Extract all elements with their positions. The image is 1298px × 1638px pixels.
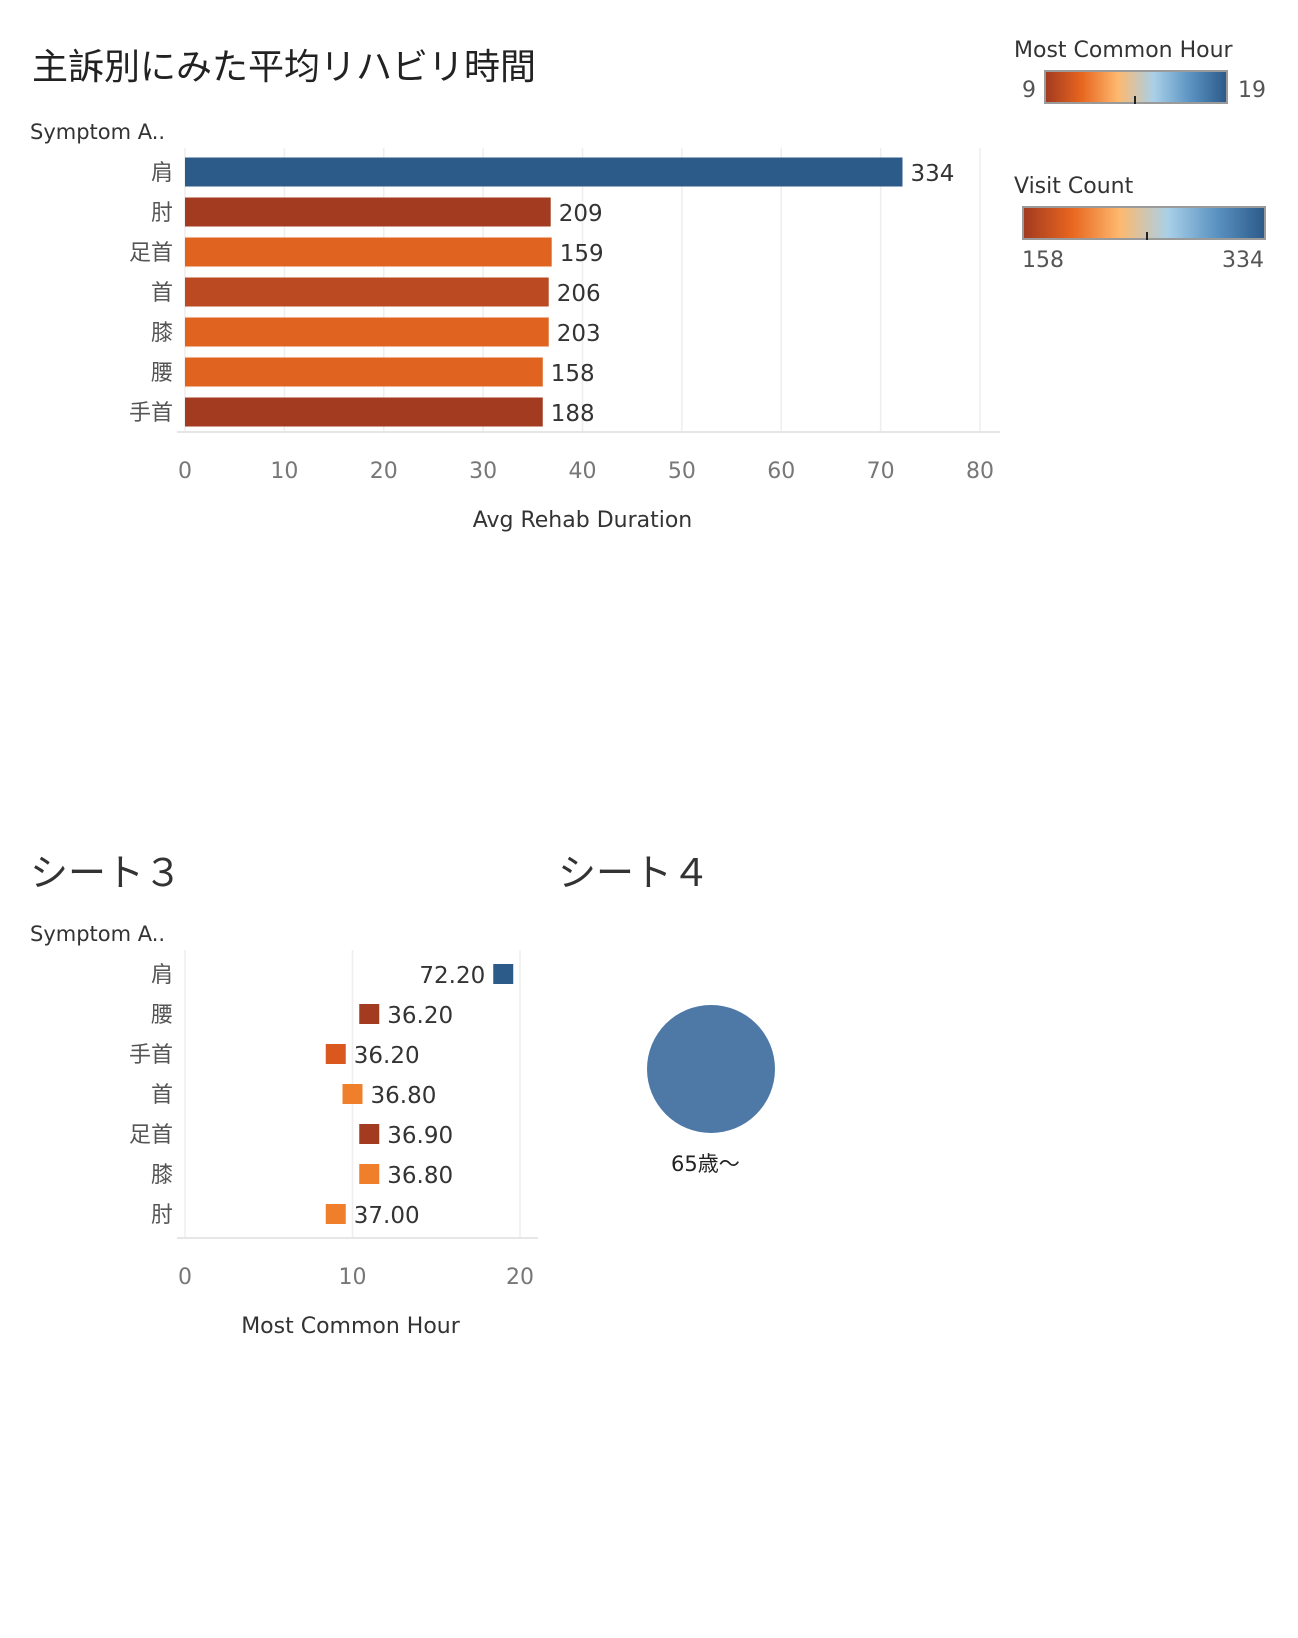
dot-chart-field-header: Symptom A.. xyxy=(30,922,166,946)
bar-chart-bar xyxy=(185,197,551,227)
bar-chart-x-tick-label: 60 xyxy=(767,459,795,484)
bubble-label: 65歳〜 xyxy=(671,1152,740,1176)
bar-chart-bar xyxy=(185,317,549,347)
hour-legend-min-label: 9 xyxy=(1022,78,1036,103)
bar-chart-data-label: 158 xyxy=(551,361,595,387)
dot-chart-category-label: 肘 xyxy=(151,1203,173,1228)
bar-chart-data-label: 159 xyxy=(560,241,604,267)
bar-chart-category-label: 肩 xyxy=(151,161,173,186)
bar-chart-category-label: 膝 xyxy=(151,321,173,346)
age-group-bubble[interactable] xyxy=(647,1005,775,1133)
dot-chart-mark xyxy=(359,1164,380,1184)
dot-chart-data-label: 36.20 xyxy=(387,1003,453,1029)
bar-chart-category-label: 腰 xyxy=(151,361,173,386)
dot-chart-x-tick-label: 0 xyxy=(178,1265,192,1290)
visit-legend-max-label: 334 xyxy=(1222,248,1264,273)
dot-chart-category-label: 首 xyxy=(151,1083,173,1108)
dot-chart-x-tick-label: 10 xyxy=(339,1265,367,1290)
bar-chart-x-tick-label: 80 xyxy=(966,459,994,484)
dot-chart-category-label: 肩 xyxy=(151,963,173,988)
dot-chart-mark xyxy=(359,1004,380,1024)
visit-legend-marker xyxy=(1146,232,1149,240)
dot-chart-x-axis-title: Most Common Hour xyxy=(241,1314,461,1339)
visit-legend-min-label: 158 xyxy=(1022,248,1064,273)
visit-legend-gradient xyxy=(1022,206,1266,240)
bar-chart-bar xyxy=(185,237,552,267)
bar-chart-category-label: 首 xyxy=(151,281,173,306)
dot-chart-mark xyxy=(342,1084,363,1104)
bar-chart-data-label: 209 xyxy=(559,201,603,227)
visit-legend-title: Visit Count xyxy=(1014,174,1134,199)
dot-chart-mark xyxy=(325,1044,346,1064)
dot-chart-mark xyxy=(493,964,514,984)
sheet4-title: シート４ xyxy=(558,851,711,895)
bar-chart-data-label: 188 xyxy=(551,401,595,427)
bar-chart-data-label: 206 xyxy=(557,281,601,307)
dot-chart-data-label: 36.20 xyxy=(354,1043,420,1069)
dot-chart-category-label: 腰 xyxy=(151,1003,173,1028)
bar-chart-x-tick-label: 30 xyxy=(469,459,497,484)
bar-chart-category-label: 手首 xyxy=(129,401,173,426)
bar-chart-bar xyxy=(185,397,543,427)
dot-chart-category-label: 足首 xyxy=(129,1123,173,1148)
dot-chart-mark xyxy=(359,1124,380,1144)
bar-chart-field-header: Symptom A.. xyxy=(30,120,166,144)
bar-chart-bar xyxy=(185,357,543,387)
dot-chart-data-label: 72.20 xyxy=(419,963,485,989)
dot-chart-data-label: 36.80 xyxy=(371,1083,437,1109)
bar-chart-x-tick-label: 10 xyxy=(270,459,298,484)
sheet3-title: シート３ xyxy=(30,851,183,895)
dot-chart-category-label: 膝 xyxy=(151,1163,173,1188)
hour-legend-title: Most Common Hour xyxy=(1014,38,1233,63)
bar-chart-x-tick-label: 40 xyxy=(569,459,597,484)
bar-chart-category-label: 肘 xyxy=(151,201,173,226)
hour-legend-gradient xyxy=(1044,70,1228,104)
dot-chart-data-label: 36.90 xyxy=(387,1123,453,1149)
dot-chart-data-label: 36.80 xyxy=(387,1163,453,1189)
dot-chart-x-tick-label: 20 xyxy=(506,1265,534,1290)
bar-chart-x-axis-title: Avg Rehab Duration xyxy=(473,508,693,533)
bar-chart-x-tick-label: 0 xyxy=(178,459,192,484)
dot-chart-data-label: 37.00 xyxy=(354,1203,420,1229)
hour-legend-max-label: 19 xyxy=(1238,78,1266,103)
bar-chart-data-label: 203 xyxy=(557,321,601,347)
dot-chart-mark xyxy=(325,1204,346,1224)
hour-legend-marker xyxy=(1134,96,1137,104)
bar-chart-data-label: 334 xyxy=(910,161,954,187)
bar-chart-x-tick-label: 50 xyxy=(668,459,696,484)
dashboard-title: 主訴別にみた平均リハビリ時間 xyxy=(32,47,537,88)
dot-chart-category-label: 手首 xyxy=(129,1043,173,1068)
bar-chart-category-label: 足首 xyxy=(129,241,173,266)
bar-chart-x-tick-label: 70 xyxy=(867,459,895,484)
bar-chart-bar xyxy=(185,277,549,307)
bar-chart-x-tick-label: 20 xyxy=(370,459,398,484)
bar-chart-bar xyxy=(185,157,903,187)
